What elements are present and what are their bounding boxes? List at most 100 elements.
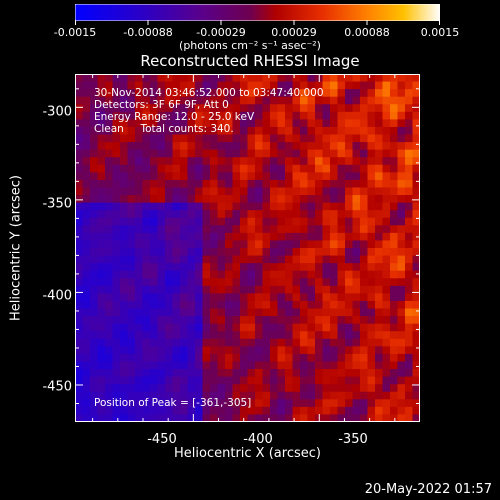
heatmap-cell — [195, 74, 203, 82]
heatmap-cell — [142, 353, 151, 362]
heatmap-cell — [142, 179, 151, 188]
heatmap-cell — [360, 134, 368, 143]
heatmap-cell — [75, 202, 83, 211]
heatmap-cell — [135, 157, 143, 166]
heatmap-cell — [397, 149, 406, 158]
heatmap-cell — [322, 240, 331, 249]
heatmap-cell — [75, 353, 83, 362]
heatmap-cell — [330, 285, 338, 294]
heatmap-cell — [292, 74, 301, 82]
heatmap-cell — [360, 293, 368, 302]
heatmap-cell — [285, 240, 293, 249]
heatmap-cell — [337, 81, 346, 90]
heatmap-cell — [390, 414, 398, 422]
heatmap-cell — [322, 300, 331, 309]
heatmap-cell — [120, 119, 128, 128]
heatmap-cell — [382, 308, 391, 317]
heatmap-cell — [270, 157, 278, 166]
heatmap-cell — [277, 338, 286, 347]
heatmap-cell — [187, 149, 196, 158]
heatmap-cell — [390, 104, 398, 113]
heatmap-cell — [112, 406, 121, 415]
heatmap-cell — [172, 316, 181, 325]
heatmap-cell — [157, 172, 166, 181]
heatmap-cell — [225, 384, 233, 393]
heatmap-cell — [270, 217, 278, 226]
heatmap-cell — [210, 149, 218, 158]
heatmap-cell — [315, 399, 323, 408]
heatmap-cell — [292, 376, 301, 385]
heatmap-cell — [382, 285, 391, 294]
heatmap-cell — [292, 240, 301, 249]
heatmap-cell — [142, 369, 151, 378]
heatmap-cell — [330, 126, 338, 135]
heatmap-cell — [262, 225, 271, 234]
heatmap-cell — [262, 270, 271, 279]
heatmap-cell — [405, 164, 413, 173]
heatmap-cell — [405, 142, 413, 151]
heatmap-cell — [240, 89, 248, 98]
heatmap-cell — [390, 270, 398, 279]
heatmap-cell — [120, 240, 128, 249]
heatmap-cell — [240, 376, 248, 385]
heatmap-cell — [300, 202, 308, 211]
heatmap-cell — [135, 149, 143, 158]
heatmap-cell — [75, 240, 83, 249]
heatmap-cell — [412, 391, 420, 400]
heatmap-cell — [210, 210, 218, 219]
heatmap-cell — [172, 391, 181, 400]
heatmap-cell — [142, 134, 151, 143]
heatmap-cell — [217, 406, 226, 415]
heatmap-cell — [172, 157, 181, 166]
heatmap-cell — [202, 285, 211, 294]
heatmap-cell — [97, 195, 106, 204]
heatmap-cell — [247, 346, 256, 355]
heatmap-cell — [150, 157, 158, 166]
heatmap-cell — [90, 225, 98, 234]
heatmap-cell — [292, 248, 301, 256]
heatmap-cell — [195, 270, 203, 279]
heatmap-cell — [90, 293, 98, 302]
heatmap-cell — [405, 391, 413, 400]
heatmap-cell — [127, 323, 136, 332]
heatmap-cell — [75, 157, 83, 166]
heatmap-cell — [90, 361, 98, 370]
heatmap-cell — [367, 353, 376, 362]
heatmap-cell — [232, 406, 241, 415]
heatmap-cell — [90, 142, 98, 151]
heatmap-cell — [367, 96, 376, 105]
heatmap-cell — [345, 323, 353, 332]
heatmap-cell — [322, 195, 331, 204]
heatmap-cell — [405, 89, 413, 98]
heatmap-cell — [90, 369, 98, 378]
heatmap-cell — [112, 391, 121, 400]
heatmap-cell — [300, 81, 308, 90]
heatmap-cell — [150, 384, 158, 393]
heatmap-cell — [135, 202, 143, 211]
heatmap-cell — [127, 232, 136, 241]
heatmap-cell — [112, 187, 121, 196]
heatmap-cell — [255, 255, 263, 264]
heatmap-cell — [382, 406, 391, 415]
heatmap-cell — [90, 300, 98, 309]
heatmap-cell — [360, 414, 368, 422]
heatmap-cell — [225, 225, 233, 234]
heatmap-cell — [270, 399, 278, 408]
heatmap-cell — [157, 104, 166, 113]
heatmap-cell — [315, 217, 323, 226]
heatmap-cell — [97, 89, 106, 98]
heatmap-cell — [232, 195, 241, 204]
heatmap-cell — [360, 119, 368, 128]
heatmap-cell — [90, 399, 98, 408]
heatmap-cell — [217, 293, 226, 302]
heatmap-cell — [127, 142, 136, 151]
heatmap-cell — [345, 179, 353, 188]
heatmap-cell — [322, 81, 331, 90]
heatmap-cell — [90, 270, 98, 279]
heatmap-cell — [210, 316, 218, 325]
heatmap-cell — [165, 248, 173, 256]
heatmap-cell — [112, 104, 121, 113]
heatmap-cell — [390, 353, 398, 362]
heatmap-cell — [82, 248, 91, 256]
heatmap-cell — [397, 391, 406, 400]
